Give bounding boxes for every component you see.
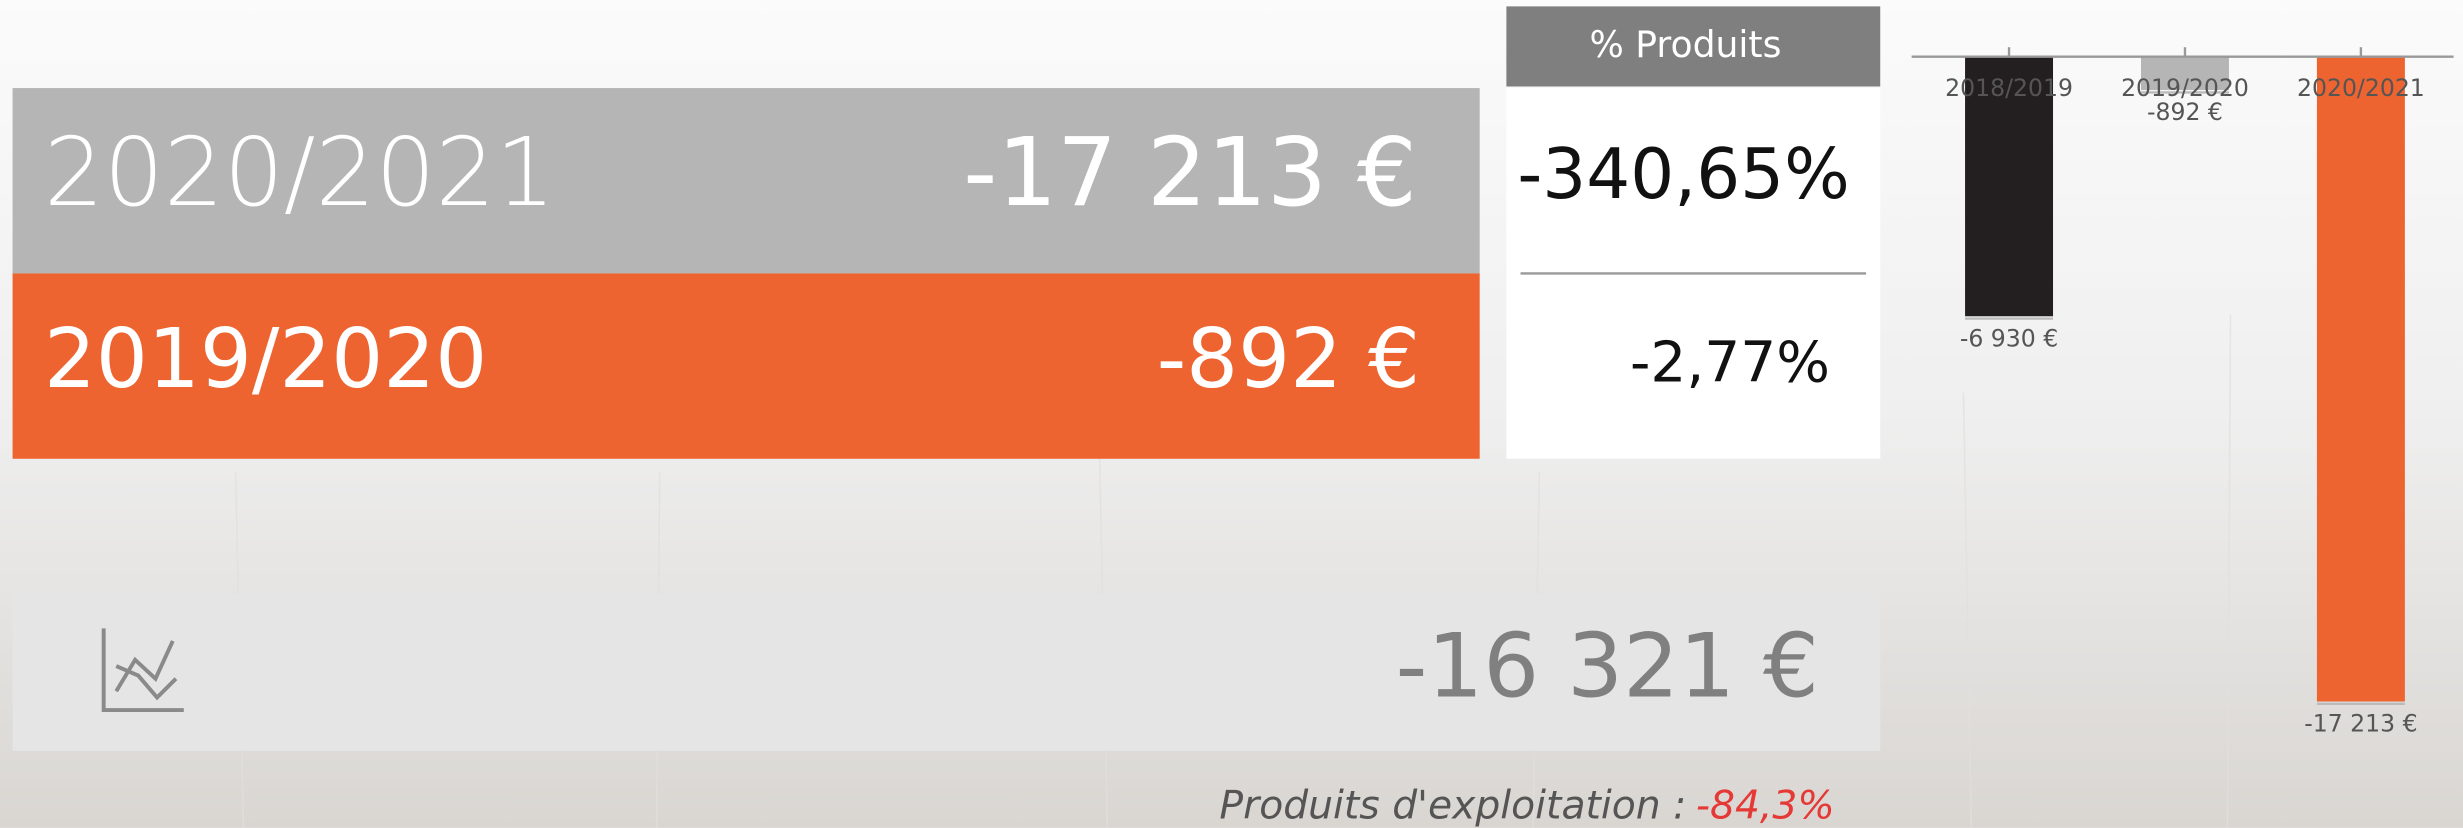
difference-panel bbox=[12, 593, 1881, 751]
share-value: -340,65% bbox=[1517, 135, 1849, 215]
value-label: -6 930 € bbox=[1960, 324, 2058, 352]
bar bbox=[2316, 56, 2405, 702]
period: 2020/2021 bbox=[44, 119, 555, 228]
footer-value: -84,3% bbox=[1696, 783, 1835, 828]
share-header: % Produits bbox=[1590, 23, 1782, 66]
share-header-box bbox=[1506, 6, 1881, 87]
amount: -892 € bbox=[1157, 312, 1420, 407]
share-value: -2,77% bbox=[1630, 331, 1830, 396]
difference-amount: -16 321 € bbox=[1396, 614, 1819, 717]
row-previous bbox=[12, 273, 1480, 459]
x-tick-label: 2019/2020 bbox=[2121, 74, 2249, 102]
footer-label: Produits d'exploitation : bbox=[1219, 783, 1686, 828]
row-current bbox=[12, 88, 1480, 274]
amount: -17 213 € bbox=[963, 119, 1417, 228]
period: 2019/2020 bbox=[44, 312, 487, 407]
value-label: -892 € bbox=[2147, 98, 2223, 126]
bar bbox=[2140, 56, 2229, 91]
footer: Produits d'exploitation : -84,3% bbox=[1219, 783, 1834, 828]
x-tick-label: 2018/2019 bbox=[1945, 74, 2073, 102]
x-tick-label: 2020/2021 bbox=[2297, 74, 2425, 102]
bar bbox=[1965, 56, 2054, 317]
value-label: -17 213 € bbox=[2304, 710, 2417, 738]
trend-icon bbox=[101, 628, 184, 713]
